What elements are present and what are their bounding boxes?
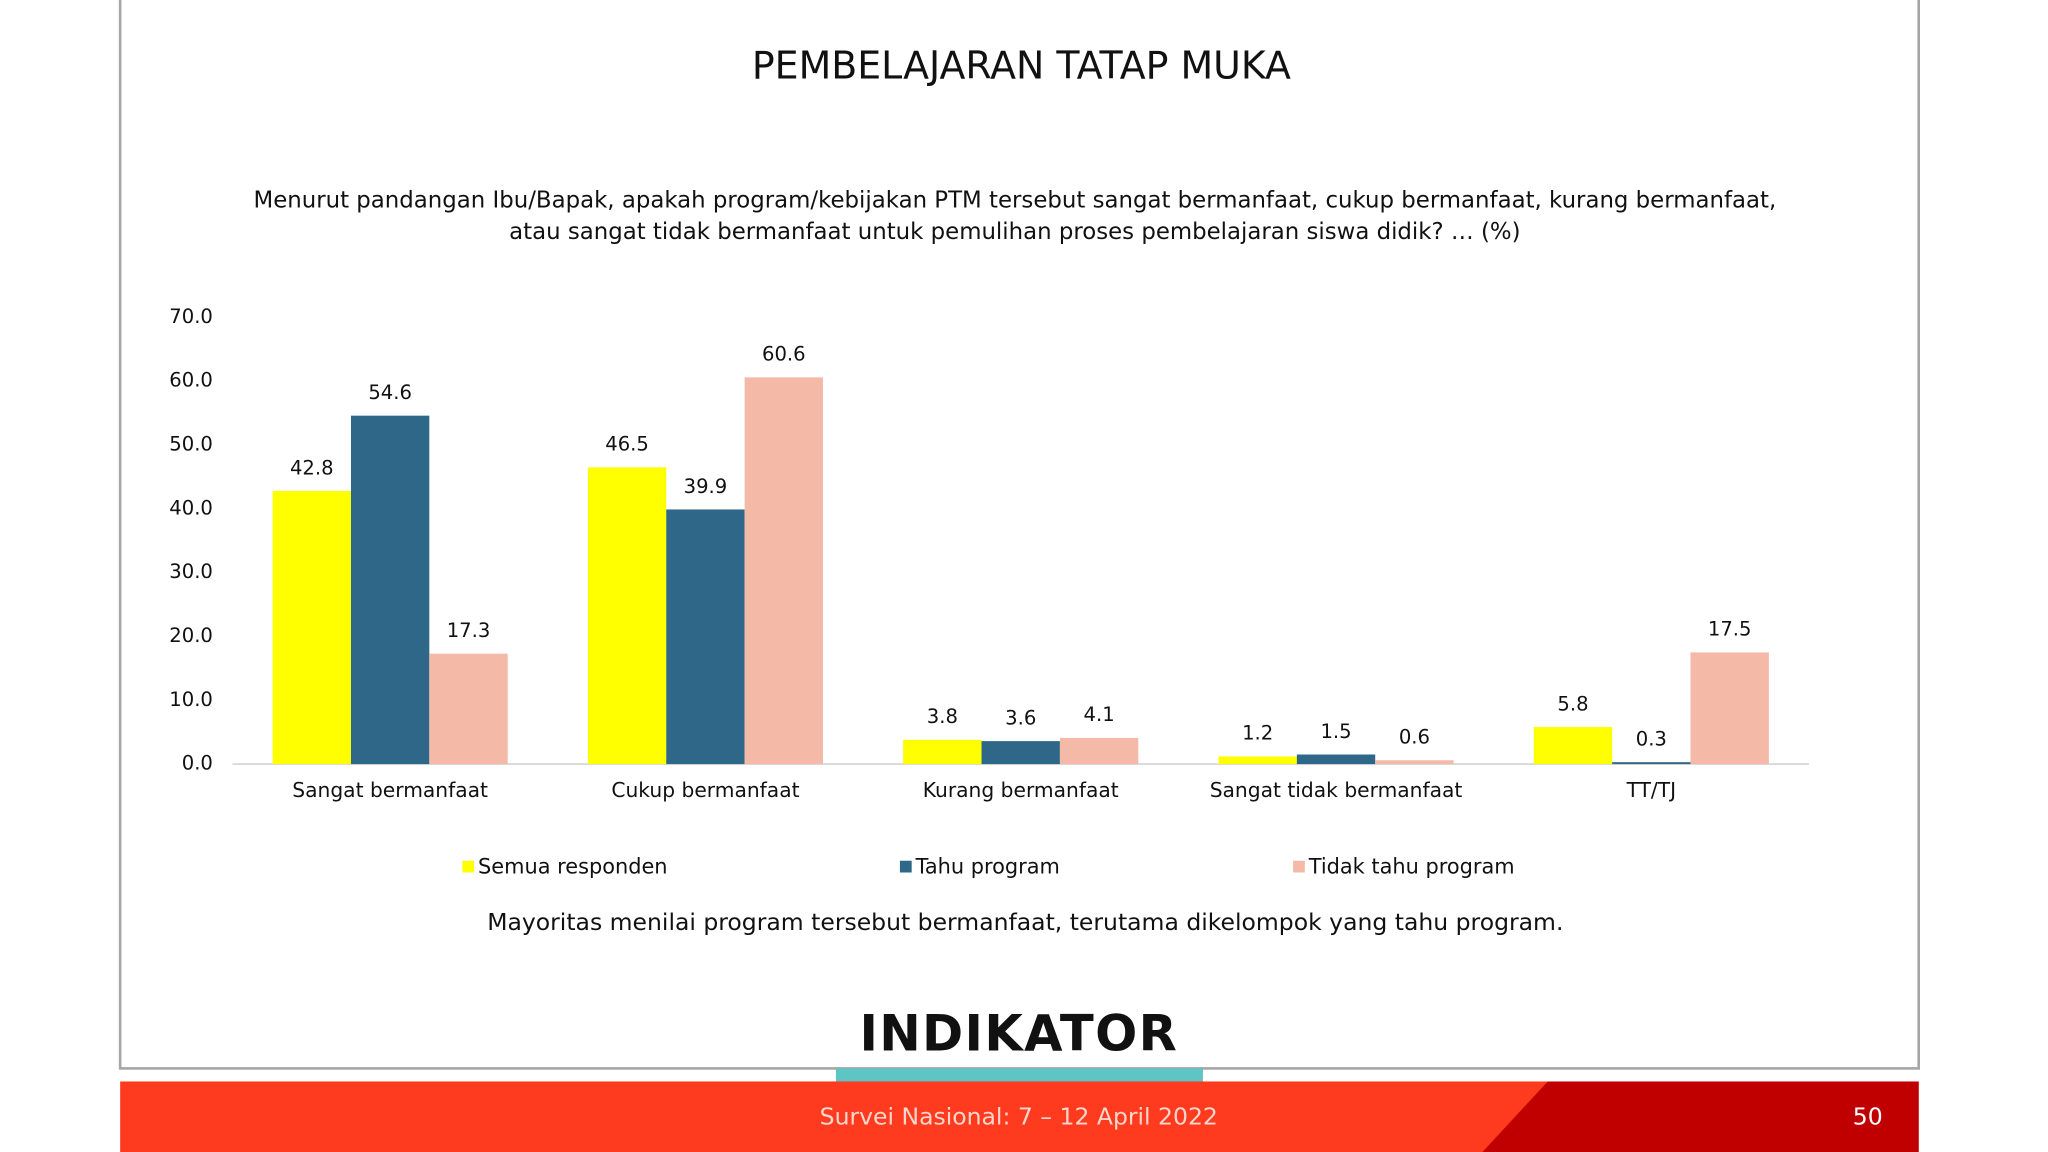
bar [666, 509, 745, 765]
legend-label: Tahu program [915, 854, 1060, 878]
bar [429, 653, 508, 765]
y-tick-label: 20.0 [169, 624, 213, 647]
footer-text: Survei Nasional: 7 – 12 April 2022 [820, 1103, 1218, 1131]
bar [1375, 760, 1454, 765]
data-label: 0.3 [1636, 727, 1667, 750]
data-label: 17.3 [447, 619, 491, 642]
x-tick-label: Sangat tidak bermanfaat [1210, 778, 1463, 802]
bar [903, 739, 982, 765]
chart-subtitle: Menurut pandangan Ibu/Bapak, apakah prog… [253, 188, 1776, 214]
y-tick-label: 50.0 [169, 433, 213, 456]
footer-accent [1482, 1081, 1919, 1152]
data-label: 5.8 [1557, 692, 1588, 715]
page-number: 50 [1853, 1103, 1883, 1131]
bar [1690, 652, 1769, 765]
y-tick-label: 0.0 [182, 752, 213, 775]
data-label: 3.6 [1005, 706, 1036, 729]
chart-subtitle: atau sangat tidak bermanfaat untuk pemul… [509, 219, 1520, 245]
data-label: 46.5 [605, 433, 649, 456]
data-label: 1.5 [1320, 720, 1351, 743]
data-label: 3.8 [927, 705, 958, 728]
y-tick-label: 40.0 [169, 496, 213, 519]
legend-swatch [899, 860, 912, 873]
bar [350, 415, 430, 765]
bar [1059, 737, 1139, 765]
data-label: 1.2 [1242, 722, 1273, 745]
bar [1533, 727, 1613, 765]
data-label: 60.6 [762, 343, 806, 366]
data-label: 39.9 [684, 475, 728, 498]
bar [1296, 754, 1376, 765]
bar [981, 741, 1060, 765]
data-label: 54.6 [368, 381, 412, 404]
data-label: 0.6 [1399, 726, 1430, 749]
y-tick-label: 70.0 [169, 305, 213, 328]
legend-swatch [462, 860, 475, 873]
bar [587, 467, 667, 765]
y-tick-label: 30.0 [169, 560, 213, 583]
data-label: 42.8 [290, 456, 334, 479]
chart-title: PEMBELAJARAN TATAP MUKA [752, 43, 1291, 87]
y-tick-label: 60.0 [169, 369, 213, 392]
x-tick-label: TT/TJ [1626, 778, 1677, 802]
x-tick-label: Sangat bermanfaat [292, 778, 488, 802]
annotation: Mayoritas menilai program tersebut berma… [487, 908, 1563, 936]
bar [744, 377, 823, 765]
data-label: 4.1 [1084, 703, 1115, 726]
x-tick-label: Cukup bermanfaat [611, 778, 799, 802]
legend-label: Tidak tahu program [1308, 854, 1515, 878]
bar [1218, 756, 1297, 765]
data-label: 17.5 [1708, 618, 1752, 641]
y-tick-label: 10.0 [169, 688, 213, 711]
legend-label: Semua responden [478, 854, 668, 878]
bar [1612, 762, 1691, 765]
bar [272, 490, 351, 765]
logo: INDIKATOR [859, 1005, 1178, 1063]
x-tick-label: Kurang bermanfaat [923, 778, 1119, 802]
legend-swatch [1293, 860, 1305, 873]
